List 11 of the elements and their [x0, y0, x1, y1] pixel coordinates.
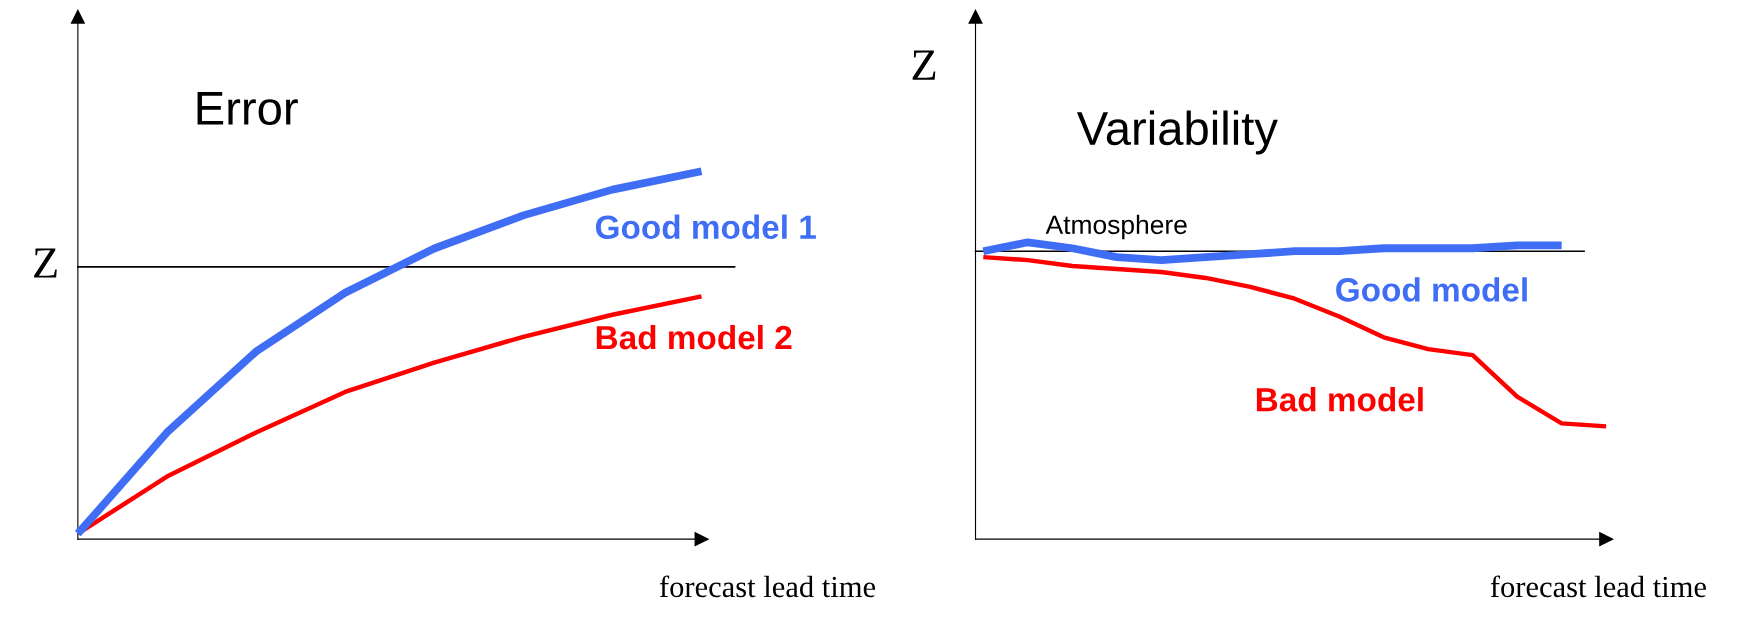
series-label: Good model: [1336, 277, 1527, 302]
series-label: Bad model 2: [596, 324, 792, 350]
series-label: Bad model: [1256, 387, 1423, 412]
ref-line-label: Z: [34, 248, 57, 278]
chart-title: Variability: [1076, 110, 1278, 155]
x-axis-title: forecast lead time: [659, 575, 876, 598]
y-axis-title: Z: [912, 50, 936, 80]
chart-title: Error: [197, 92, 298, 126]
ref-line-label: Atmosphere: [1045, 214, 1187, 240]
series-label: Good model 1: [595, 214, 816, 240]
x-axis-title: forecast lead time: [1490, 575, 1706, 598]
